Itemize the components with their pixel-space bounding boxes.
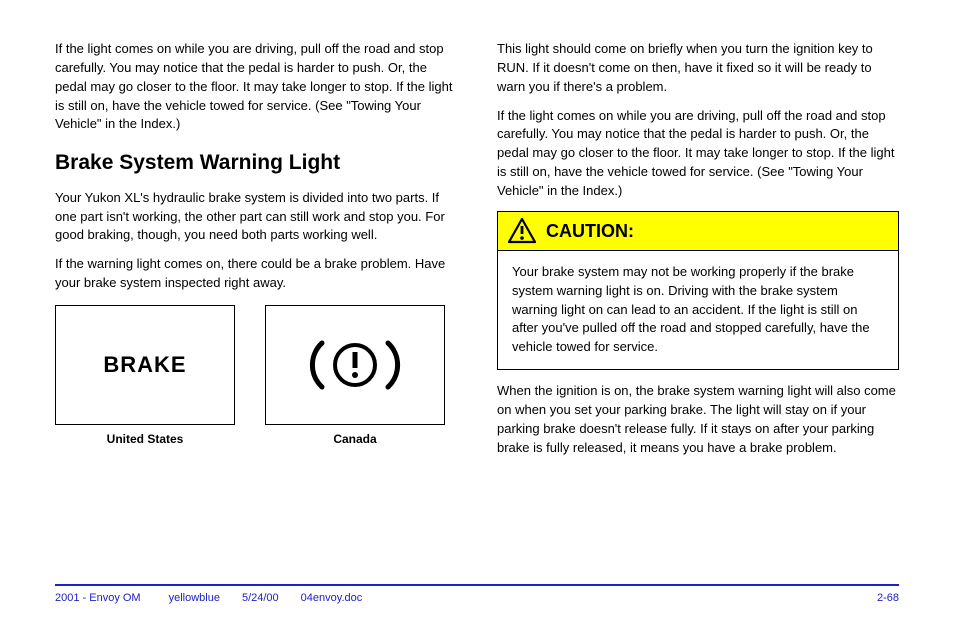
indicator-us: BRAKE United States [55,305,235,448]
footer-date: 5/24/00 [242,592,279,604]
indicator-canada: Canada [265,305,445,448]
caution-title: CAUTION: [546,218,634,244]
brake-indicator-box: BRAKE [55,305,235,425]
footer-file: 04envoy.doc [301,592,363,604]
caution-body: Your brake system may not be working pro… [498,251,898,369]
paragraph: When the ignition is on, the brake syste… [497,382,899,457]
footer-row: 2001 - Envoy OM yellowblue 5/24/00 04env… [55,592,899,604]
page-content: If the light comes on while you are driv… [55,40,899,467]
caution-header: CAUTION: [498,212,898,251]
brake-indicator-box [265,305,445,425]
indicator-caption: Canada [265,431,445,448]
section-heading: Brake System Warning Light [55,148,457,178]
footer-color: yellowblue [169,592,220,604]
paragraph: Your Yukon XL's hydraulic brake system i… [55,189,457,246]
paragraph: If the warning light comes on, there cou… [55,255,457,293]
paragraph: This light should come on briefly when y… [497,40,899,97]
brake-warning-icon [300,335,410,395]
indicator-row: BRAKE United States Canada [55,305,457,448]
indicator-caption: United States [55,431,235,448]
brake-label: BRAKE [103,349,186,381]
footer-page: 2-68 [877,592,899,604]
page-footer: 2001 - Envoy OM yellowblue 5/24/00 04env… [55,584,899,604]
paragraph: If the light comes on while you are driv… [497,107,899,201]
right-column: This light should come on briefly when y… [497,40,899,467]
left-column: If the light comes on while you are driv… [55,40,457,467]
footer-doc: 2001 - Envoy OM [55,592,141,604]
caution-box: CAUTION: Your brake system may not be wo… [497,211,899,370]
paragraph: If the light comes on while you are driv… [55,40,457,134]
footer-rule [55,584,899,586]
warning-triangle-icon [508,218,536,244]
